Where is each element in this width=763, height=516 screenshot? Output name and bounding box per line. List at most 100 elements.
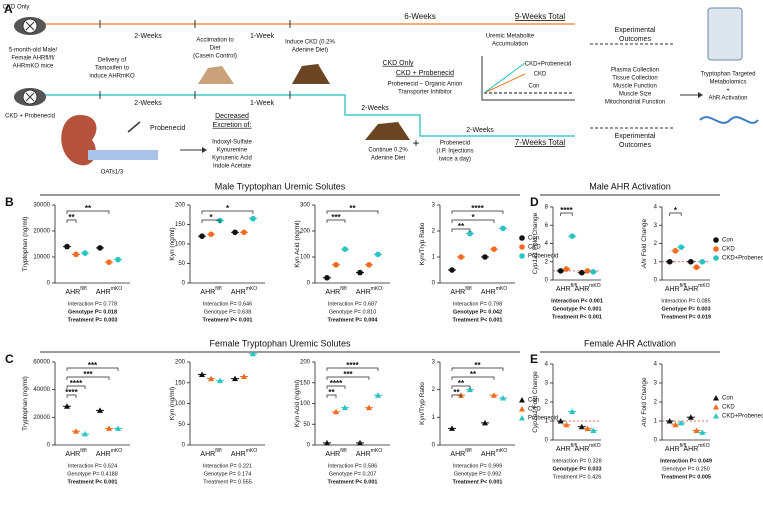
x-tick-label-base: AHR: [325, 451, 340, 458]
data-point: [342, 404, 348, 411]
significance-bracket: [451, 394, 462, 398]
y-axis-label-text: Kyn (ng/ml): [169, 387, 176, 420]
y-tick-label: 2: [545, 400, 549, 406]
x-tick-label: AHRmKO: [574, 283, 600, 293]
significance-label: ****: [560, 206, 573, 215]
significance-label: **: [349, 204, 356, 213]
significance-label: *: [209, 213, 213, 222]
y-tick-label: 300: [300, 203, 311, 209]
schematic-text: CKD Only: [382, 60, 414, 67]
y-tick-label: 0: [47, 443, 51, 449]
x-tick-label-base: AHR: [200, 289, 215, 296]
y-tick-label: 200: [175, 360, 186, 366]
schematic-text: Outcomes: [619, 142, 651, 149]
stats-text: Interaction P= 0.624: [68, 463, 117, 469]
schematic-text: 6-Weeks: [404, 12, 435, 21]
y-tick-label: 0: [654, 278, 658, 284]
y-tick-label: 3: [654, 223, 658, 229]
x-tick-label: AHRfl/fl: [450, 286, 471, 296]
mouse-icon: [14, 17, 46, 35]
y-tick-label: 200: [175, 203, 186, 209]
significance-label: ****: [471, 204, 484, 213]
significance-bracket: [66, 367, 119, 371]
schematic-text: Tamoxifen to: [95, 66, 130, 72]
data-point: [208, 231, 214, 238]
schematic-text: CKD: [534, 72, 547, 78]
arrowhead: [698, 92, 703, 98]
y-tick-label: 2: [654, 241, 658, 247]
y-tick-label: 3: [545, 381, 549, 387]
stats-text: Interaction P= 0.778: [68, 301, 117, 307]
x-tick-label: AHRfl/fl: [450, 448, 471, 458]
y-axis-label: Kyn Acid (ng/ml): [294, 220, 301, 267]
data-point: [569, 233, 575, 239]
x-tick-label-sup: mKO: [589, 443, 601, 449]
significance-bracket: [201, 210, 254, 214]
membrane: [88, 150, 158, 160]
significance-label: **: [453, 388, 460, 397]
stats-text: Treatment P< 0.001: [68, 479, 118, 485]
schematic-text: Muscle Function: [613, 84, 657, 90]
stats-text: Treatment P< 0.001: [328, 479, 378, 485]
significance-bracket: [201, 219, 221, 223]
x-tick-label-base: AHR: [574, 446, 589, 453]
schematic-text: 9-Weeks Total: [515, 12, 566, 21]
legend-marker: [519, 253, 525, 259]
data-point: [693, 264, 700, 271]
y-tick-label: 8: [545, 205, 549, 211]
x-tick-label-sup: fl/fl: [680, 443, 686, 449]
x-tick-label: AHRfl/fl: [665, 443, 686, 453]
y-axis-label-text: Kyn Acid (ng/ml): [294, 380, 301, 427]
stats-text: Genotype P= 0.174: [204, 471, 252, 477]
data-point: [357, 269, 363, 276]
x-tick-label-base: AHR: [683, 446, 698, 453]
x-tick-label: AHRmKO: [96, 286, 122, 296]
legend-label: CKD: [528, 245, 541, 251]
significance-bracket: [66, 219, 77, 223]
data-point: [82, 430, 88, 437]
data-point: [232, 229, 238, 236]
schematic-text: Acclimation to: [196, 38, 234, 44]
legend-marker: [713, 246, 719, 252]
significance-bracket: [326, 376, 370, 380]
y-axis-label: Kyn/Tryp Ratio: [419, 222, 426, 265]
data-point: [375, 392, 381, 398]
x-tick-label-sup: fl/fl: [340, 448, 346, 454]
x-tick-label-sup: mKO: [246, 286, 258, 292]
y-tick-label: 40000: [33, 387, 50, 393]
schematic-text: Probenecid: [440, 141, 470, 147]
legend-marker: [713, 395, 719, 401]
schematic-text: twice a day): [439, 157, 471, 163]
diet-pile: [292, 64, 330, 84]
significance-label: ****: [330, 379, 343, 388]
x-tick-label: AHRmKO: [356, 448, 382, 458]
y-tick-label: 0: [545, 438, 549, 444]
x-tick-label: AHRmKO: [231, 448, 257, 458]
significance-bracket: [66, 394, 77, 398]
schematic-text: CKD Only: [3, 5, 30, 11]
significance-label: ****: [65, 388, 78, 397]
stats-text: Treatment P< 0.001: [552, 314, 602, 320]
y-tick-label: 100: [175, 242, 186, 248]
data-point: [106, 259, 112, 266]
x-tick-label-base: AHR: [481, 289, 496, 296]
y-tick-label: 2: [654, 400, 658, 406]
data-point: [563, 266, 570, 272]
x-tick-label-base: AHR: [96, 289, 111, 296]
legend-marker: [713, 255, 719, 261]
x-tick-label-base: AHR: [665, 286, 680, 293]
schematic-text: 7-Weeks Total: [515, 138, 566, 147]
inset-line: [483, 62, 526, 94]
significance-bracket: [326, 367, 379, 371]
stats-text: Treatment P= 0.019: [661, 314, 711, 320]
data-point: [250, 215, 256, 222]
schematic-text: Metabolomics: [709, 80, 746, 86]
stats-text: Treatment P< 0.001: [203, 317, 253, 323]
mouse-icon: [14, 88, 46, 106]
y-tick-label: 1: [654, 259, 658, 265]
x-tick-label: AHRmKO: [96, 448, 122, 458]
significance-bracket: [451, 219, 495, 223]
significance-bracket: [326, 210, 379, 214]
data-point: [672, 248, 679, 254]
y-tick-label: 50: [178, 261, 185, 267]
